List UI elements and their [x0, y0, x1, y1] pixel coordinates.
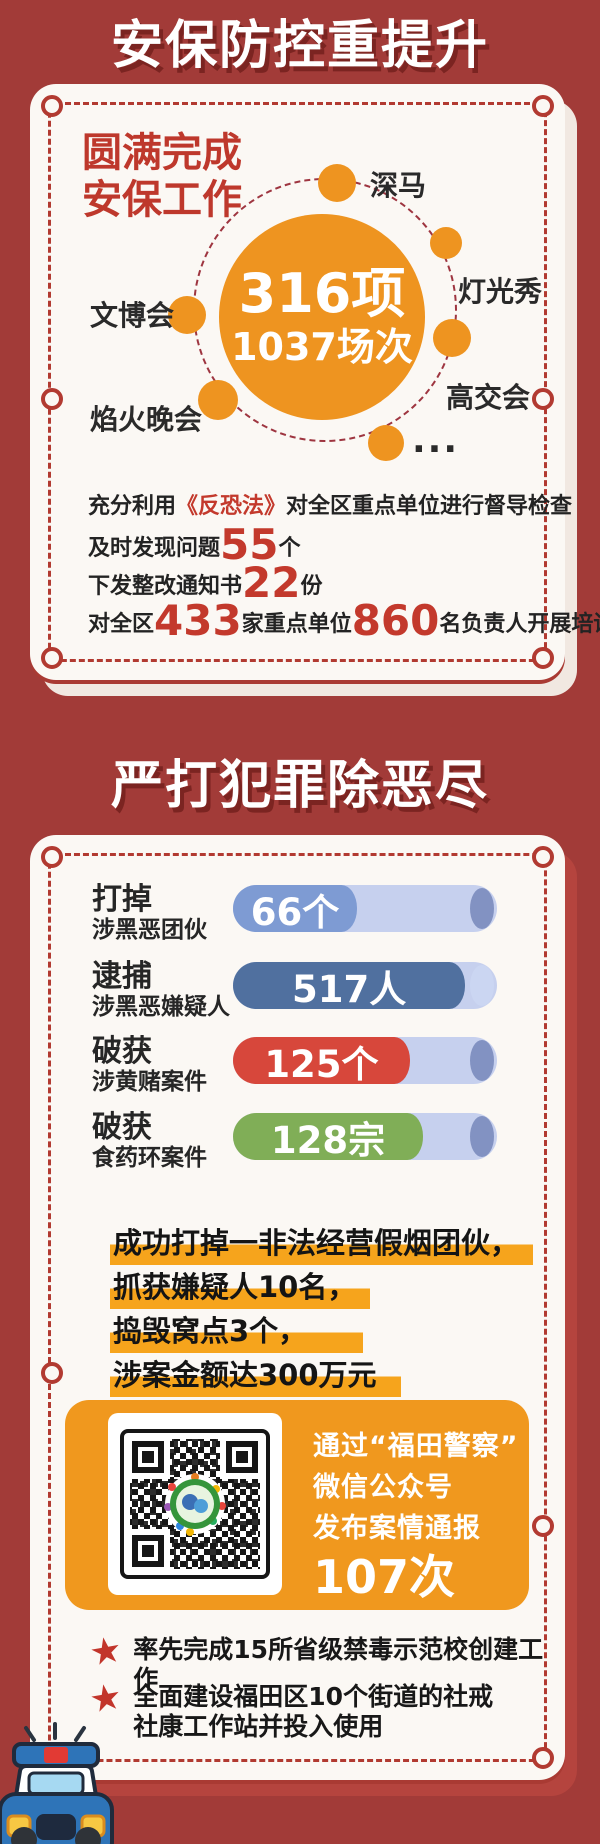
qr-code [108, 1413, 282, 1595]
edge-ring-icon [41, 387, 63, 410]
bar-row: 打掉 涉黑恶团伙 66个 [30, 884, 565, 943]
bar-row: 逮捕 涉黑恶嫌疑人 517人 [30, 961, 565, 1020]
event-dot [318, 164, 356, 202]
lead-text: 圆满完成 安保工作 [82, 130, 242, 224]
achievement-text: 全面建设福田区10个街道的社戒社康工作站并投入使用 [133, 1682, 494, 1741]
fact-line: 及时发现问题55个 [88, 520, 301, 569]
highlight-line: 抓获嫌疑人10名， [110, 1270, 371, 1309]
event-dot [368, 425, 404, 461]
bar-tube: 128宗 [233, 1113, 497, 1162]
corner-ring-icon [41, 95, 63, 117]
achievement-text: 率先完成15所省级禁毒示范校创建工作 [133, 1635, 544, 1694]
corner-ring-icon [532, 1747, 554, 1769]
qr-panel-text: 通过“福田警察” 微信公众号 发布案情通报 107次 [313, 1426, 519, 1603]
fact-line: 对全区433家重点单位860名负责人开展培训 [88, 596, 600, 645]
lead-line: 圆满完成 [82, 130, 242, 176]
crackdown-card: 打掉 涉黑恶团伙 66个 逮捕 涉黑恶嫌疑人 517人 破获 涉黄赌案件 125个 破… [30, 835, 565, 1780]
problems-found-count: 55 [220, 520, 279, 569]
qr-text-line: 发布案情通报 [313, 1513, 481, 1544]
highlight-line: 成功打掉一非法经营假烟团伙， [110, 1226, 534, 1265]
qr-text-line: 微信公众号 [313, 1472, 453, 1503]
event-dot [198, 380, 238, 420]
achievement-item: ★ 率先完成15所省级禁毒示范校创建工作 [86, 1629, 565, 1695]
police-car-icon [0, 1722, 114, 1844]
bar-tube: 66个 [233, 885, 497, 934]
corner-ring-icon [41, 846, 63, 868]
notices-issued-count: 22 [242, 558, 301, 607]
event-label: 文博会 [90, 299, 175, 332]
hub-sessions-count: 1037场次 [231, 325, 413, 369]
bar-endcap [470, 1116, 494, 1157]
section-title-crackdown: 严打犯罪除恶尽 [110, 756, 489, 816]
inspection-facts: 充分利用《反恐法》对全区重点单位进行督导检查 及时发现问题55个 下发整改通知书… [88, 488, 600, 645]
hub-projects-count: 316项 [238, 262, 406, 325]
case-highlights: 成功打掉一非法经营假烟团伙， 抓获嫌疑人10名， 捣毁窝点3个， 涉案金额达30… [110, 1226, 534, 1402]
hub-circle: 316项 1037场次 [219, 214, 425, 420]
edge-ring-icon [532, 1515, 554, 1538]
bulletin-count: 107次 [313, 1550, 456, 1604]
bar-endcap [470, 965, 494, 1006]
event-dot [168, 296, 206, 334]
corner-ring-icon [532, 846, 554, 868]
achievement-item: ★ 全面建设福田区10个街道的社戒社康工作站并投入使用 [86, 1676, 513, 1742]
security-card: 圆满完成 安保工作 316项 1037场次 深马 灯光秀 高交会 文博会 焰火晚… [30, 84, 600, 680]
corner-ring-icon [532, 647, 554, 669]
corner-ring-icon [532, 95, 554, 117]
units-count: 433 [154, 596, 242, 645]
bar-row: 破获 涉黄赌案件 125个 [30, 1036, 565, 1095]
persons-count: 860 [351, 596, 440, 645]
event-dot [430, 227, 462, 259]
event-label-more: ... [412, 420, 460, 461]
bar-row: 破获 食药环案件 128宗 [30, 1112, 565, 1171]
bar-fill: 128宗 [233, 1113, 424, 1162]
wechat-qr-panel: 通过“福田警察” 微信公众号 发布案情通报 107次 [65, 1400, 529, 1610]
highlight-line: 涉案金额达300万元 [110, 1358, 401, 1397]
lead-line: 安保工作 [82, 177, 242, 223]
bar-fill: 517人 [233, 962, 466, 1011]
edge-ring-icon [532, 387, 554, 410]
bar-fill: 66个 [233, 885, 358, 934]
event-label: 高交会 [446, 381, 531, 414]
section-title-security: 安保防控重提升 [110, 16, 489, 76]
event-label: 灯光秀 [458, 275, 543, 308]
event-dot [433, 319, 471, 357]
fact-line: 充分利用《反恐法》对全区重点单位进行督导检查 [88, 494, 573, 519]
bar-endcap [470, 1040, 494, 1081]
qr-text-line: 通过“福田警察” [313, 1431, 519, 1462]
edge-ring-icon [41, 1361, 63, 1384]
fact-line: 下发整改通知书22份 [88, 558, 323, 607]
event-label: 深马 [370, 169, 427, 202]
bar-tube: 517人 [233, 962, 497, 1011]
corner-ring-icon [41, 647, 63, 669]
qr-code-image [120, 1429, 270, 1579]
bar-endcap [470, 888, 494, 929]
dashed-frame [41, 95, 554, 669]
highlight-line: 捣毁窝点3个， [110, 1314, 364, 1353]
event-label: 焰火晚会 [90, 403, 203, 436]
bar-tube: 125个 [233, 1037, 497, 1086]
bar-fill: 125个 [233, 1037, 410, 1086]
law-name: 《反恐法》 [176, 494, 287, 519]
